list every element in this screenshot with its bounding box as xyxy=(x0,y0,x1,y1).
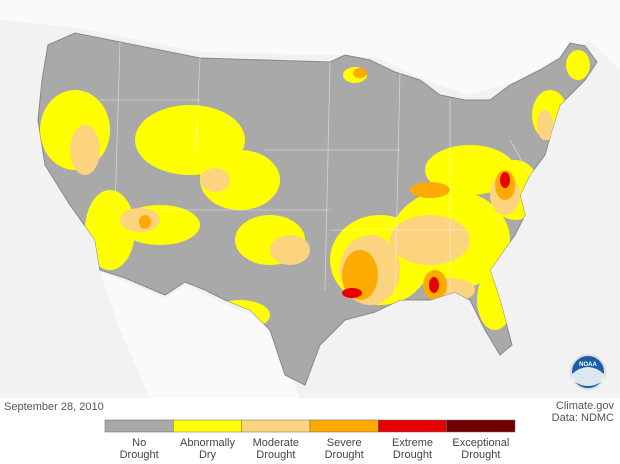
legend-label: Drought xyxy=(393,449,432,461)
legend-label: Exceptional xyxy=(452,437,509,449)
legend-swatch xyxy=(309,419,379,433)
legend-label: Abnormally xyxy=(180,437,236,449)
legend-swatch xyxy=(104,419,174,433)
severe-drought-areas xyxy=(139,68,515,300)
legend-label: Dry xyxy=(199,449,217,461)
data-source: Data: NDMC xyxy=(552,412,614,424)
legend-label: Drought xyxy=(256,449,295,461)
logo-text: NOAA xyxy=(579,362,597,368)
extreme-drought-areas xyxy=(342,172,510,298)
legend-swatch xyxy=(378,419,447,433)
date: September 28, 2010 xyxy=(4,401,104,413)
source: Climate.gov xyxy=(556,400,615,412)
legend-label: Severe xyxy=(327,437,362,449)
legend-swatch xyxy=(241,419,311,433)
legend-label: Moderate xyxy=(253,437,299,449)
legend-label: No xyxy=(132,437,146,449)
legend: NoDroughtAbnormallyDryModerateDroughtSev… xyxy=(104,419,516,461)
legend-label: Extreme xyxy=(392,437,433,449)
logo-bird xyxy=(572,367,604,386)
drought-areas xyxy=(40,50,590,330)
state-lines xyxy=(100,41,531,301)
mexico xyxy=(100,272,300,398)
legend-label: Drought xyxy=(325,449,364,461)
us-map xyxy=(37,32,598,386)
canada xyxy=(0,0,620,95)
legend-swatch xyxy=(173,419,242,433)
legend-label: Drought xyxy=(461,449,500,461)
legend-swatch xyxy=(446,419,516,433)
legend-label: Drought xyxy=(120,449,159,461)
noaa-logo: NOAA xyxy=(570,354,606,390)
